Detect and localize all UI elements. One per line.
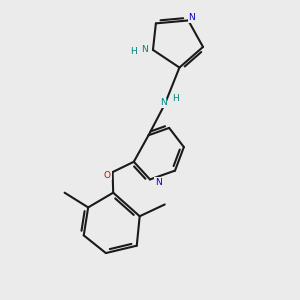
Text: H: H — [172, 94, 179, 103]
Text: O: O — [104, 170, 111, 179]
Text: N: N — [155, 178, 162, 187]
Text: H: H — [130, 47, 137, 56]
Text: N: N — [188, 13, 195, 22]
Text: N: N — [141, 45, 148, 54]
Text: N: N — [160, 98, 166, 107]
